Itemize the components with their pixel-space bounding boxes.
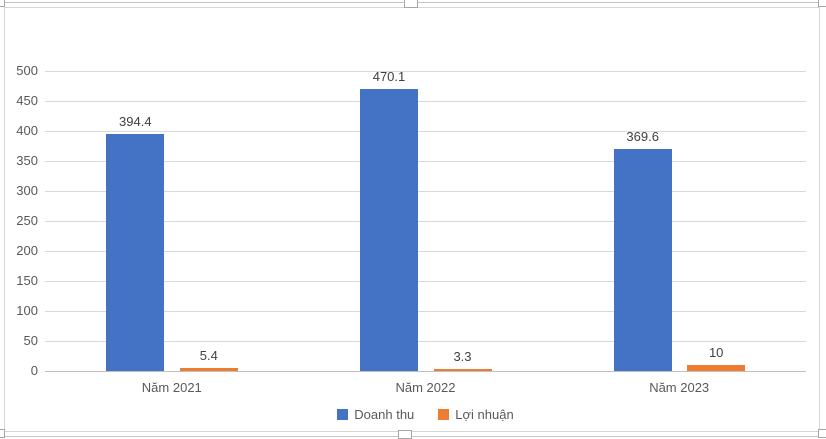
gridline	[45, 281, 806, 282]
gridline	[45, 131, 806, 132]
bar-series-2-cat-1[interactable]	[179, 367, 238, 371]
x-axis-category-label: Năm 2023	[649, 380, 710, 395]
gridline	[45, 251, 806, 252]
y-axis-tick-label: 0	[30, 363, 38, 378]
legend-item-2[interactable]: Lợi nhuận	[438, 407, 514, 422]
legend-label: Doanh thu	[354, 407, 415, 422]
gridline	[45, 221, 806, 222]
legend-item-1[interactable]: Doanh thu	[337, 407, 414, 422]
legend-swatch-icon	[438, 409, 450, 420]
data-label: 3.3	[453, 349, 472, 364]
x-axis-category-label: Năm 2021	[141, 380, 202, 395]
y-axis-tick-label: 50	[23, 333, 38, 348]
gridline	[45, 101, 806, 102]
legend[interactable]: Doanh thu Lợi nhuận	[45, 407, 806, 422]
resize-handle-top-center[interactable]	[404, 0, 418, 8]
y-axis-tick-label: 450	[16, 93, 38, 108]
gridline	[45, 341, 806, 342]
x-axis-category-label: Năm 2022	[395, 380, 456, 395]
gridline	[45, 191, 806, 192]
selection-frame-bottom-line	[0, 436, 826, 437]
y-axis-tick-label: 400	[16, 123, 38, 138]
gridline	[45, 71, 806, 72]
bar-series-1-cat-3[interactable]	[613, 149, 672, 371]
y-axis-tick-label: 250	[16, 213, 38, 228]
data-label: 470.1	[372, 68, 406, 84]
y-axis-tick-label: 150	[16, 273, 38, 288]
data-label: 5.4	[199, 347, 218, 363]
y-axis-tick-label: 300	[16, 183, 38, 198]
bar-series-1-cat-2[interactable]	[360, 88, 418, 371]
resize-handle-bottom-center[interactable]	[398, 430, 412, 439]
y-axis-tick-label: 100	[16, 303, 38, 318]
y-axis-tick-label: 350	[16, 153, 38, 168]
resize-handle-top-right[interactable]	[818, 0, 826, 7]
gridline	[45, 161, 806, 162]
data-label: 10	[708, 345, 724, 360]
y-axis-tick-label: 500	[16, 63, 38, 78]
y-axis-tick-label: 200	[16, 243, 38, 258]
x-axis-line	[45, 371, 806, 372]
data-label: 369.6	[626, 129, 659, 145]
bar-series-2-cat-2[interactable]	[433, 369, 492, 371]
legend-swatch-icon	[337, 409, 349, 420]
resize-handle-bottom-left[interactable]	[0, 429, 5, 438]
resize-handle-bottom-right[interactable]	[818, 429, 826, 438]
gridline	[45, 311, 806, 312]
data-label: 394.4	[119, 114, 152, 130]
chart-object[interactable]: Doanh thu Lợi nhuận 0 50 100 150 200 250 300 350…	[4, 7, 820, 432]
bar-series-1-cat-1[interactable]	[106, 134, 165, 371]
legend-label: Lợi nhuận	[455, 407, 514, 422]
resize-handle-top-left[interactable]	[0, 0, 5, 7]
bar-series-2-cat-3[interactable]	[687, 365, 746, 371]
